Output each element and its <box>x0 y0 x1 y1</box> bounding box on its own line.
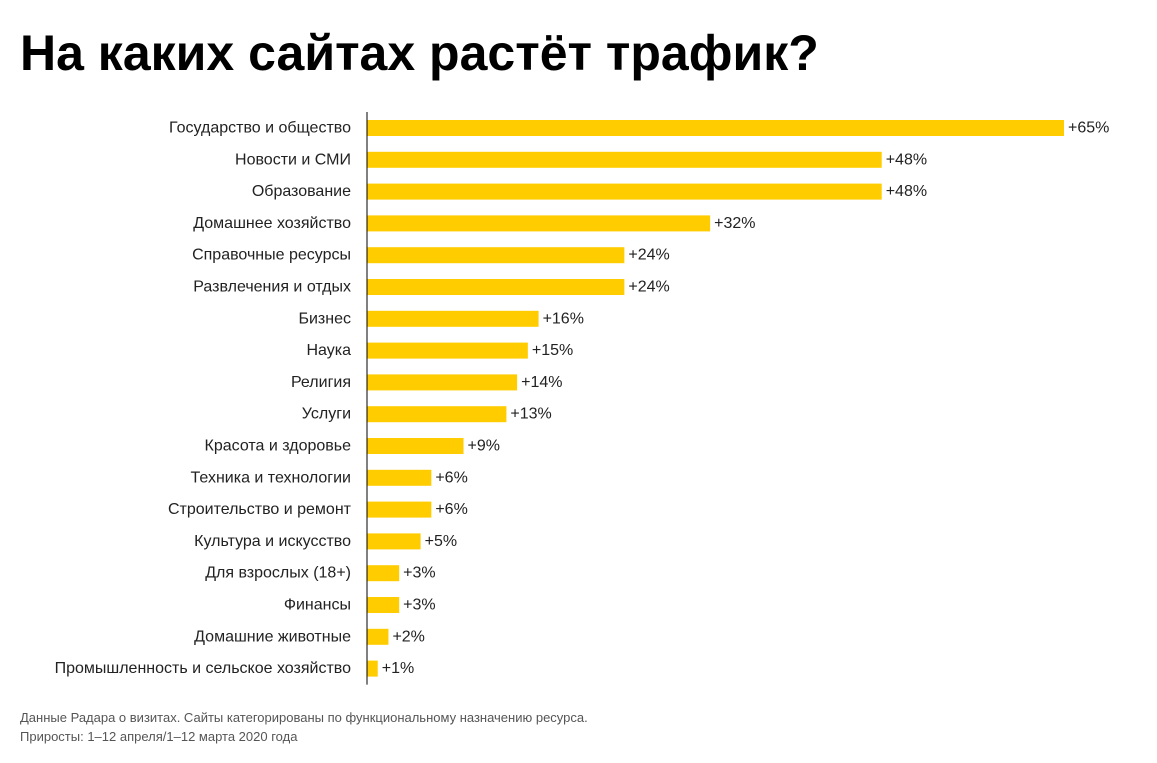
category-label: Государство и общество <box>169 120 351 137</box>
bar <box>367 565 400 582</box>
data-label: +9% <box>468 438 500 455</box>
category-label: Услуги <box>302 406 351 423</box>
data-label: +3% <box>403 597 435 614</box>
data-label: +6% <box>435 469 467 486</box>
bar <box>367 342 528 359</box>
footnote-source: Данные Радара о визитах. Сайты категорир… <box>20 710 588 725</box>
category-label: Бизнес <box>298 310 351 327</box>
data-label: +15% <box>532 342 573 359</box>
category-label: Финансы <box>284 597 351 614</box>
category-label: Домашнее хозяйство <box>193 215 351 232</box>
bar <box>367 438 464 454</box>
category-label: Религия <box>291 374 351 391</box>
bar <box>367 469 432 486</box>
bars-group: Государство и общество +65% Новости и СМИ +… <box>55 120 1110 678</box>
data-label: +13% <box>510 406 551 423</box>
category-label: Новости и СМИ <box>235 151 351 168</box>
data-label: +5% <box>425 533 457 550</box>
bar <box>367 151 882 168</box>
category-label: Домашние животные <box>194 628 351 645</box>
data-label: +32% <box>714 215 755 232</box>
bar <box>367 406 507 423</box>
category-label: Промышленность и сельское хозяйство <box>55 660 352 677</box>
data-label: +16% <box>543 310 584 327</box>
bar <box>367 310 539 327</box>
data-label: +3% <box>403 565 435 582</box>
data-label: +24% <box>628 279 669 296</box>
category-label: Образование <box>252 183 351 200</box>
bar <box>367 279 625 295</box>
bar <box>367 183 882 200</box>
category-label: Справочные ресурсы <box>192 247 351 264</box>
data-label: +1% <box>382 660 414 677</box>
data-label: +48% <box>886 151 927 168</box>
data-label: +48% <box>886 183 927 200</box>
bar <box>367 597 400 613</box>
category-label: Наука <box>306 342 351 359</box>
category-label: Техника и технологии <box>191 469 351 486</box>
category-label: Строительство и ремонт <box>168 501 352 518</box>
category-label: Развлечения и отдых <box>193 279 351 296</box>
page-title: На каких сайтах растёт трафик? <box>20 25 819 81</box>
category-label: Для взрослых (18+) <box>205 565 351 582</box>
bar <box>367 533 421 550</box>
bar <box>367 374 518 391</box>
bar <box>367 501 432 518</box>
bar <box>367 628 389 645</box>
data-label: +65% <box>1068 120 1109 137</box>
category-label: Культура и искусство <box>194 533 351 550</box>
category-label: Красота и здоровье <box>205 438 352 455</box>
data-label: +2% <box>392 628 424 645</box>
bar <box>367 247 625 264</box>
bar <box>367 660 378 677</box>
bar-chart: Государство и общество +65% Новости и СМИ +… <box>55 112 1110 685</box>
bar <box>367 120 1064 136</box>
data-label: +6% <box>435 501 467 518</box>
data-label: +24% <box>628 247 669 264</box>
data-label: +14% <box>521 374 562 391</box>
footnote-period: Приросты: 1–12 апреля/1–12 марта 2020 го… <box>20 729 298 744</box>
bar <box>367 215 711 232</box>
